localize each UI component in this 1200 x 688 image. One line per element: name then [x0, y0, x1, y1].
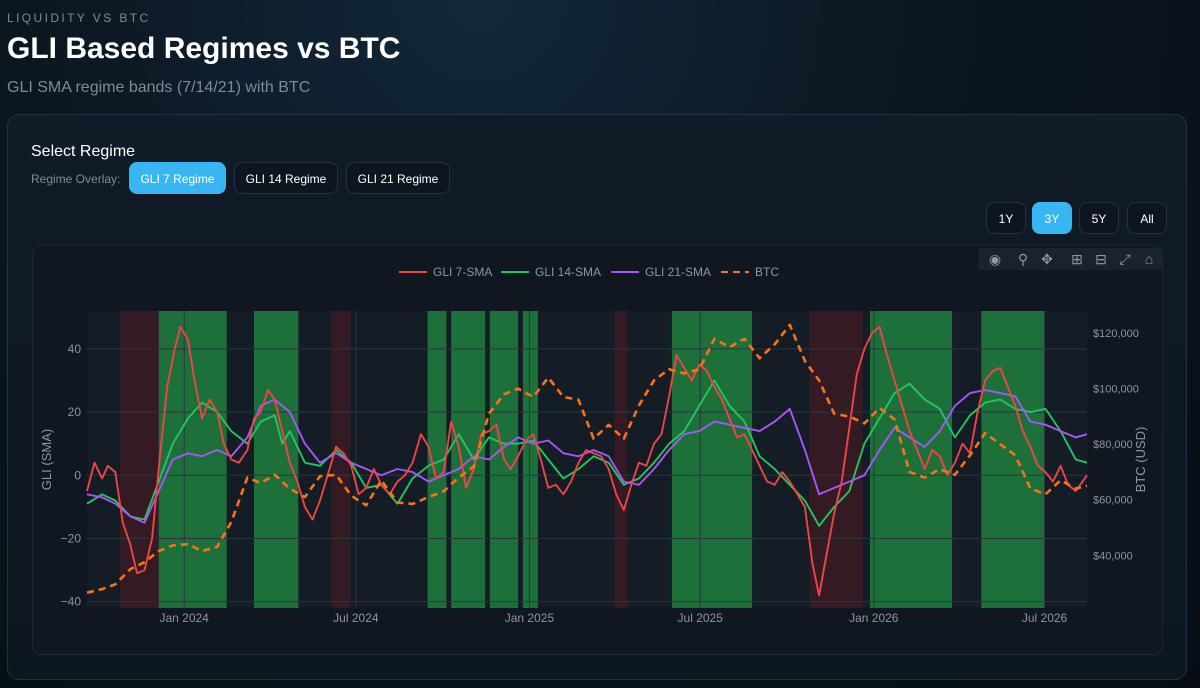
regime-band-bull	[158, 311, 227, 608]
y-tick-label: −20	[61, 531, 82, 545]
page-kicker: LIQUIDITY VS BTC	[7, 11, 151, 25]
y2-tick-label: $100,000	[1093, 384, 1139, 396]
legend-label-gli14: GLI 14-SMA	[535, 265, 601, 279]
x-tick-label: Jan 2025	[505, 611, 555, 625]
series-line-gli21	[86, 389, 1088, 524]
x-tick-label: Jul 2025	[678, 611, 724, 625]
range-button-3y[interactable]: 3Y	[1032, 202, 1072, 234]
legend-label-btc: BTC	[755, 265, 779, 279]
page-subtitle: GLI SMA regime bands (7/14/21) with BTC	[7, 79, 311, 96]
series-line-btc	[86, 323, 1088, 594]
regime-band-bull	[870, 311, 953, 608]
y-tick-label: 20	[68, 405, 82, 419]
regime-overlay-label: Regime Overlay:	[31, 172, 121, 186]
regime-band-bear	[331, 311, 351, 608]
regime-band-bear	[809, 311, 821, 608]
regime-button-gli14[interactable]: GLI 14 Regime	[234, 162, 338, 194]
legend-label-gli7: GLI 7-SMA	[433, 265, 492, 279]
regime-band-bull	[671, 311, 753, 608]
y-tick-label: 40	[68, 342, 82, 356]
regime-band-bear	[820, 311, 863, 608]
chart-svg[interactable]: Jan 2024 Jul 2024 Jan 2025 Jul 2025 Jan 2026…	[33, 246, 1163, 655]
x-tick-label: Jan 2024	[159, 611, 209, 625]
x-tick-label: Jul 2026	[1022, 611, 1068, 625]
y-axis-title: GLI (SMA)	[39, 429, 54, 490]
series-line-gli14	[86, 379, 1088, 527]
y2-tick-label: $80,000	[1093, 439, 1133, 451]
home-icon[interactable]: ⌂	[1144, 251, 1154, 267]
regime-band-bear	[120, 311, 159, 608]
regime-band-bear	[614, 311, 628, 608]
zoom-in-icon[interactable]: ⊞	[1071, 251, 1083, 267]
camera-icon[interactable]: ◉	[988, 251, 1002, 267]
y-tick-label: −40	[61, 595, 82, 609]
range-button-all[interactable]: All	[1127, 202, 1167, 234]
autoscale-icon[interactable]: ⤢	[1119, 251, 1131, 267]
series-line-gli7	[86, 325, 1088, 597]
legend-label-gli21: GLI 21-SMA	[645, 265, 711, 279]
regime-band-bull	[451, 311, 486, 608]
y2-tick-label: $120,000	[1093, 328, 1139, 340]
regime-band-bull	[427, 311, 447, 608]
y2-tick-label: $60,000	[1093, 495, 1133, 507]
x-tick-label: Jan 2026	[849, 611, 899, 625]
x-tick-label: Jul 2024	[333, 611, 379, 625]
regime-button-gli7[interactable]: GLI 7 Regime	[129, 162, 226, 194]
chart-card: Select Regime Regime Overlay: GLI 7 Regi…	[7, 114, 1187, 680]
pan-icon[interactable]: ✥	[1041, 251, 1053, 267]
y2-tick-label: $40,000	[1093, 550, 1133, 562]
select-regime-title: Select Regime	[31, 143, 136, 160]
regime-button-gli21[interactable]: GLI 21 Regime	[346, 162, 450, 194]
regime-band-bull	[981, 311, 1045, 608]
page-title: GLI Based Regimes vs BTC	[7, 32, 401, 65]
y2-axis-title: BTC (USD)	[1133, 427, 1148, 493]
regime-band-bull	[522, 311, 538, 608]
plot-area: Jan 2024 Jul 2024 Jan 2025 Jul 2025 Jan 2026…	[32, 245, 1163, 655]
chart-modebar: ◉ ⚲ ✥ ⊞ ⊟ ⤢ ⌂	[978, 248, 1162, 270]
range-button-1y[interactable]: 1Y	[986, 202, 1026, 234]
regime-band-bull	[253, 311, 299, 608]
range-button-5y[interactable]: 5Y	[1079, 202, 1119, 234]
y-tick-label: 0	[74, 468, 81, 482]
zoom-icon[interactable]: ⚲	[1017, 251, 1029, 267]
zoom-out-icon[interactable]: ⊟	[1095, 251, 1107, 267]
